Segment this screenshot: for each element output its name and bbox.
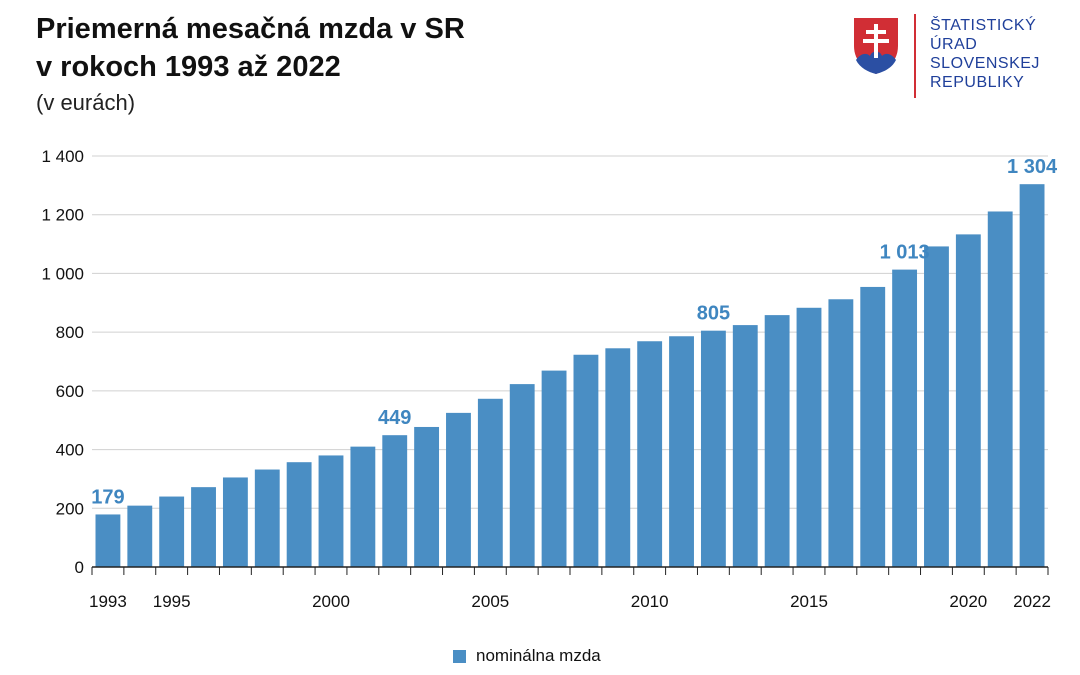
bar-2016 bbox=[828, 299, 854, 567]
data-label-2002: 449 bbox=[378, 407, 411, 429]
bar-2009 bbox=[605, 348, 631, 567]
bar-2018 bbox=[892, 269, 918, 567]
x-tick-label: 1993 bbox=[89, 592, 127, 611]
x-tick-label: 2022 bbox=[1013, 592, 1051, 611]
x-tick-label: 2005 bbox=[471, 592, 509, 611]
chart-subtitle: (v eurách) bbox=[36, 90, 136, 115]
bar-2017 bbox=[860, 286, 886, 567]
bar-2005 bbox=[477, 398, 503, 567]
title-line-2: v rokoch 1993 až 2022 bbox=[36, 51, 341, 83]
bar-2004 bbox=[446, 412, 471, 567]
bars bbox=[95, 184, 1045, 568]
bar-2006 bbox=[509, 384, 535, 567]
bar-2019 bbox=[924, 246, 949, 568]
bar-2021 bbox=[987, 211, 1013, 568]
data-label-2018: 1 013 bbox=[880, 242, 930, 264]
y-tick-label: 1 200 bbox=[41, 206, 84, 225]
bar-2011 bbox=[669, 336, 694, 567]
bar-2022 bbox=[1019, 184, 1045, 567]
bar-2020 bbox=[955, 234, 981, 567]
bar-1997 bbox=[222, 477, 248, 567]
bar-1998 bbox=[254, 469, 280, 567]
bar-2015 bbox=[796, 307, 822, 567]
y-tick-label: 200 bbox=[56, 499, 84, 518]
bar-2001 bbox=[350, 446, 376, 567]
logo-line-1: ŠTATISTICKÝ bbox=[930, 17, 1037, 34]
slovak-coat-of-arms-icon bbox=[854, 18, 898, 74]
y-tick-label: 600 bbox=[56, 382, 84, 401]
bar-2007 bbox=[541, 370, 567, 567]
data-label-1993: 179 bbox=[91, 486, 124, 508]
bar-2008 bbox=[573, 354, 599, 567]
chart-title: Priemerná mesačná mzda v SR v rokoch 199… bbox=[36, 10, 465, 86]
title-line-1: Priemerná mesačná mzda v SR bbox=[36, 13, 465, 45]
data-labels: 179 449 805 1 013 1 304 bbox=[91, 156, 1058, 508]
bar-1993 bbox=[95, 514, 121, 567]
logo-divider bbox=[914, 14, 916, 98]
bar-1999 bbox=[286, 462, 312, 567]
x-tick-label: 2020 bbox=[949, 592, 987, 611]
bar-2003 bbox=[414, 426, 440, 567]
y-tick-label: 0 bbox=[75, 558, 84, 577]
y-tick-label: 1 000 bbox=[41, 264, 84, 283]
x-axis: 1993 1995 2000 2005 2010 2015 2020 2022 bbox=[89, 566, 1051, 611]
x-tick-label: 1995 bbox=[153, 592, 191, 611]
y-tick-label: 400 bbox=[56, 441, 84, 460]
y-tick-label: 800 bbox=[56, 323, 84, 342]
legend: nominálna mzda bbox=[453, 646, 601, 666]
bar-2013 bbox=[732, 325, 758, 567]
bar-2014 bbox=[764, 315, 790, 567]
bar-1995 bbox=[159, 496, 185, 567]
legend-swatch bbox=[453, 649, 466, 663]
legend-label: nominálna mzda bbox=[476, 646, 601, 665]
bar-1994 bbox=[127, 505, 153, 567]
bar-1996 bbox=[191, 487, 216, 567]
logo-line-3: SLOVENSKEJ bbox=[930, 55, 1040, 72]
logo-text: ŠTATISTICKÝ ÚRAD SLOVENSKEJ REPUBLIKY bbox=[930, 16, 1040, 92]
y-tick-label: 1 400 bbox=[41, 147, 84, 166]
data-label-2012: 805 bbox=[697, 303, 730, 325]
bar-2000 bbox=[318, 455, 344, 567]
data-label-2022: 1 304 bbox=[1007, 156, 1058, 178]
bar-2002 bbox=[382, 435, 408, 567]
logo-line-2: ÚRAD bbox=[930, 36, 978, 53]
x-tick-label: 2010 bbox=[631, 592, 669, 611]
bar-2012 bbox=[700, 330, 726, 567]
x-tick-label: 2015 bbox=[790, 592, 828, 611]
logo-line-4: REPUBLIKY bbox=[930, 74, 1025, 91]
gridlines bbox=[92, 155, 1048, 509]
x-tick-label: 2000 bbox=[312, 592, 350, 611]
y-axis: 0 200 400 600 800 1 000 1 200 1 400 bbox=[41, 147, 84, 577]
bar-2010 bbox=[637, 341, 663, 567]
statistical-office-logo: ŠTATISTICKÝ ÚRAD SLOVENSKEJ REPUBLIKY bbox=[852, 14, 1062, 104]
